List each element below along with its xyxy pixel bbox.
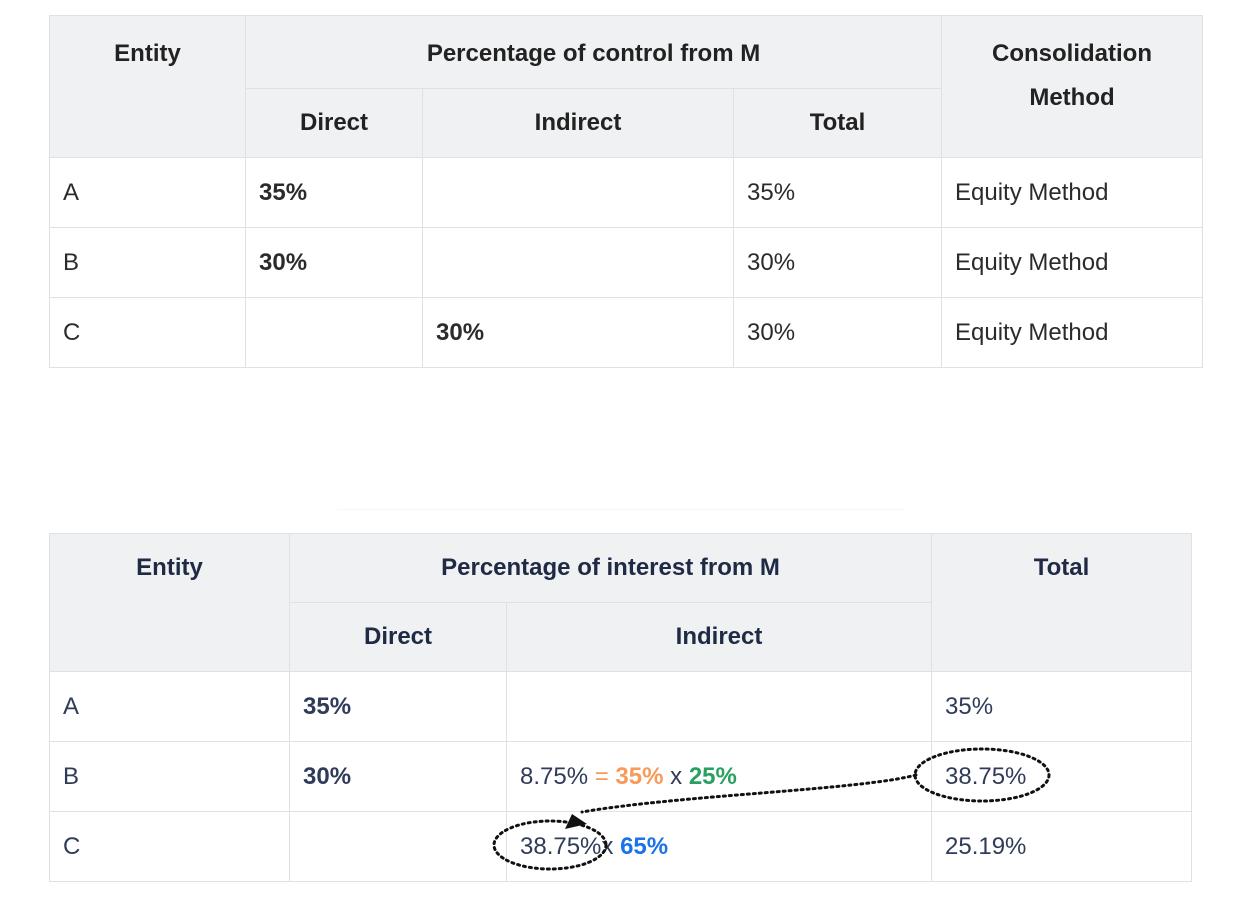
header-direct: Direct — [245, 88, 423, 158]
entity-cell: A — [49, 671, 290, 742]
divider — [338, 509, 904, 510]
table-row: A 35% 35% Equity Method — [49, 157, 1203, 228]
indirect-cell: 38.75%x 65% — [506, 811, 932, 882]
direct-cell: 35% — [245, 157, 423, 228]
control-table: Entity Percentage of control from M Cons… — [49, 15, 1203, 368]
factor: 65% — [620, 832, 669, 860]
entity-cell: A — [49, 157, 246, 228]
entity-cell: C — [49, 811, 290, 882]
direct-cell: 30% — [245, 227, 423, 298]
direct-cell: 35% — [289, 671, 507, 742]
total-cell: 25.19% — [931, 811, 1192, 882]
indirect-cell: 8.75% = 35% x 25% — [506, 741, 932, 812]
direct-cell — [245, 297, 423, 368]
method-cell: Equity Method — [941, 297, 1203, 368]
header-direct: Direct — [289, 602, 507, 672]
header-total: Total — [733, 88, 942, 158]
header-consolidation-method: Consolidation Method — [941, 15, 1203, 158]
header-indirect: Indirect — [422, 88, 734, 158]
total-cell: 35% — [931, 671, 1192, 742]
times-sign: x — [601, 832, 614, 860]
indirect-base: 38.75% — [520, 832, 602, 860]
indirect-result: 8.75% — [520, 762, 589, 790]
total-cell: 35% — [733, 157, 942, 228]
table-row: C 30% 30% Equity Method — [49, 297, 1203, 368]
header-total: Total — [931, 533, 1192, 672]
factor-one: 35% — [615, 762, 664, 790]
entity-cell: B — [49, 741, 290, 812]
entity-cell: B — [49, 227, 246, 298]
table-row: B 30% 8.75% = 35% x 25% 38.75% — [49, 741, 1192, 812]
factor-two: 25% — [688, 762, 737, 790]
times-sign: x — [670, 762, 683, 790]
header-indirect: Indirect — [506, 602, 932, 672]
total-cell: 30% — [733, 297, 942, 368]
indirect-cell: 30% — [422, 297, 734, 368]
equals-sign: = — [594, 762, 609, 790]
header-entity: Entity — [49, 533, 290, 672]
table-row: B 30% 30% Equity Method — [49, 227, 1203, 298]
total-cell: 30% — [733, 227, 942, 298]
indirect-cell — [506, 671, 932, 742]
interest-table: Entity Percentage of interest from M Tot… — [49, 533, 1192, 882]
entity-cell: C — [49, 297, 246, 368]
total-cell: 38.75% — [931, 741, 1192, 812]
indirect-cell — [422, 227, 734, 298]
table-row: A 35% 35% — [49, 671, 1192, 742]
table-row: C 38.75%x 65% 25.19% — [49, 811, 1192, 882]
indirect-cell — [422, 157, 734, 228]
header-entity: Entity — [49, 15, 246, 158]
header-percentage-control: Percentage of control from M — [245, 15, 942, 89]
header-percentage-interest: Percentage of interest from M — [289, 533, 932, 603]
direct-cell — [289, 811, 507, 882]
method-cell: Equity Method — [941, 157, 1203, 228]
method-cell: Equity Method — [941, 227, 1203, 298]
direct-cell: 30% — [289, 741, 507, 812]
